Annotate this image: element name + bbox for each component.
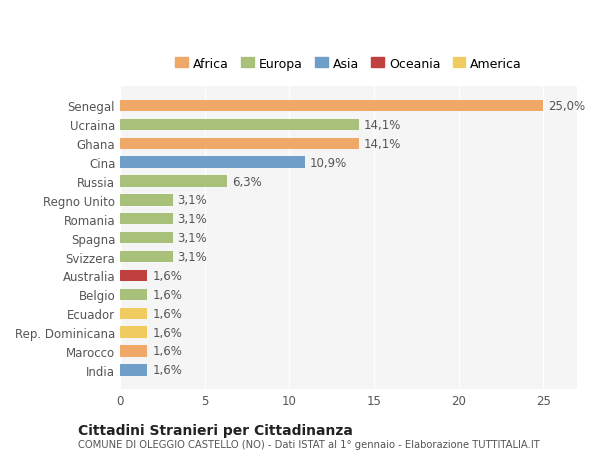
Text: 10,9%: 10,9% (310, 156, 347, 169)
Text: 25,0%: 25,0% (548, 100, 586, 113)
Bar (120, 157, 305, 168)
Text: 14,1%: 14,1% (364, 118, 401, 132)
Text: 6,3%: 6,3% (232, 175, 262, 188)
Bar (120, 101, 543, 112)
Text: 14,1%: 14,1% (364, 137, 401, 151)
Bar (120, 252, 173, 263)
Text: 3,1%: 3,1% (178, 194, 208, 207)
Legend: Africa, Europa, Asia, Oceania, America: Africa, Europa, Asia, Oceania, America (172, 54, 526, 74)
Text: COMUNE DI OLEGGIO CASTELLO (NO) - Dati ISTAT al 1° gennaio - Elaborazione TUTTIT: COMUNE DI OLEGGIO CASTELLO (NO) - Dati I… (78, 440, 540, 449)
Text: 3,1%: 3,1% (178, 251, 208, 263)
Text: 1,6%: 1,6% (152, 269, 182, 282)
Bar (120, 233, 173, 244)
Bar (120, 213, 173, 225)
Bar (120, 308, 147, 319)
Text: 3,1%: 3,1% (178, 232, 208, 245)
Text: 1,6%: 1,6% (152, 288, 182, 301)
Bar (120, 289, 147, 300)
Bar (120, 119, 359, 131)
Text: 1,6%: 1,6% (152, 364, 182, 376)
Bar (120, 327, 147, 338)
Text: Cittadini Stranieri per Cittadinanza: Cittadini Stranieri per Cittadinanza (78, 423, 353, 437)
Bar (120, 176, 227, 187)
Text: 1,6%: 1,6% (152, 307, 182, 320)
Bar (120, 138, 359, 150)
Bar (120, 195, 173, 206)
Text: 3,1%: 3,1% (178, 213, 208, 226)
Bar (120, 364, 147, 376)
Bar (120, 270, 147, 281)
Text: 1,6%: 1,6% (152, 345, 182, 358)
Text: 1,6%: 1,6% (152, 326, 182, 339)
Bar (120, 346, 147, 357)
